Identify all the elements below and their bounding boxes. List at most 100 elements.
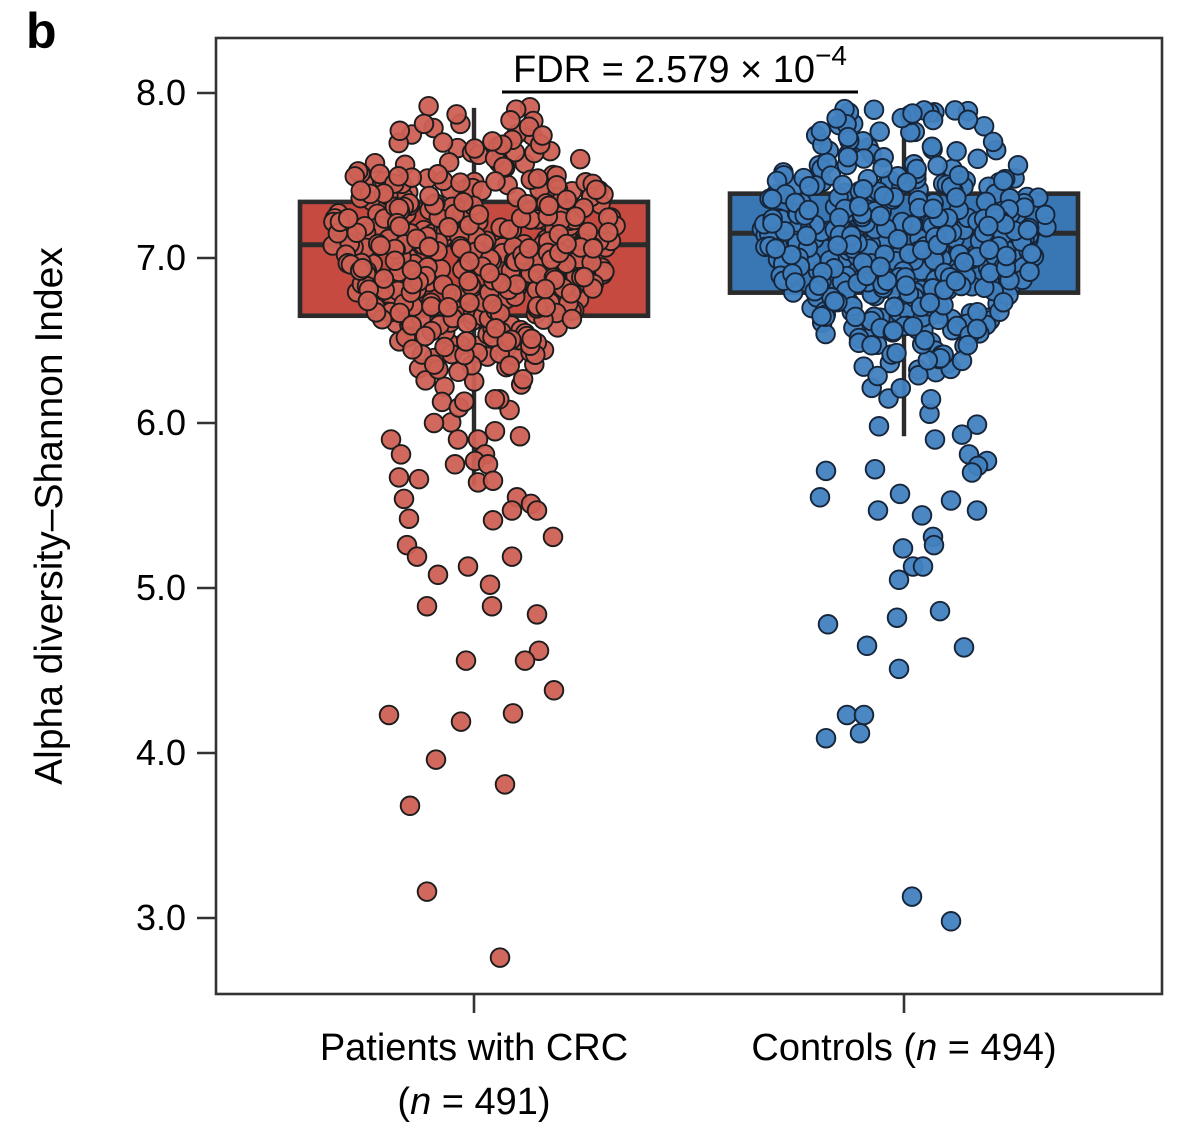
data-point — [352, 257, 373, 279]
y-axis-tick-label: 4.0 — [136, 732, 186, 773]
data-point — [421, 296, 442, 317]
data-point — [434, 336, 455, 358]
data-point — [979, 239, 1000, 260]
data-point — [951, 424, 973, 445]
data-point — [868, 416, 890, 437]
data-point — [845, 306, 866, 328]
data-point — [810, 120, 832, 142]
data-point — [447, 429, 469, 450]
data-point — [996, 245, 1017, 267]
data-point — [914, 329, 935, 351]
y-axis-tick-label: 6.0 — [136, 402, 186, 443]
data-point — [482, 510, 504, 531]
data-point — [827, 235, 848, 256]
data-point — [378, 704, 400, 726]
data-point — [458, 270, 479, 292]
data-point — [546, 175, 567, 196]
data-point — [459, 292, 480, 313]
data-point — [884, 296, 905, 318]
data-point — [889, 483, 911, 505]
data-point — [438, 217, 459, 238]
data-point — [912, 556, 934, 577]
data-point — [911, 505, 933, 526]
data-point — [940, 911, 962, 932]
data-point — [408, 468, 430, 490]
data-point — [484, 388, 506, 410]
data-point — [416, 881, 438, 902]
data-point — [920, 388, 942, 410]
data-point — [856, 635, 878, 657]
data-point — [500, 110, 521, 131]
data-point — [919, 292, 941, 314]
data-point — [389, 216, 410, 237]
data-point — [966, 414, 988, 435]
data-point — [765, 238, 786, 259]
data-point — [993, 170, 1014, 191]
data-point — [892, 538, 914, 559]
data-point — [817, 614, 839, 635]
data-point — [966, 500, 988, 521]
data-point — [390, 444, 412, 465]
data-point — [482, 293, 503, 315]
data-point — [517, 193, 538, 215]
data-point — [901, 886, 923, 907]
data-point — [560, 283, 582, 304]
data-point — [425, 749, 447, 770]
data-point — [453, 191, 474, 213]
data-point — [380, 429, 402, 450]
data-point — [902, 316, 924, 337]
data-point — [873, 185, 895, 207]
data-point — [501, 500, 523, 521]
data-point — [946, 141, 967, 162]
data-point — [556, 189, 577, 210]
data-point — [446, 104, 467, 125]
data-point — [512, 368, 534, 390]
patients-crc-axis-label: Patients with CRC — [320, 1027, 628, 1069]
data-point — [896, 172, 918, 193]
data-point — [957, 109, 979, 131]
data-point — [872, 158, 893, 179]
data-point — [499, 355, 520, 376]
data-point — [457, 556, 479, 577]
data-point — [890, 378, 912, 399]
data-point — [479, 574, 501, 595]
data-point — [798, 176, 820, 197]
data-point — [826, 108, 847, 129]
data-point — [416, 595, 438, 617]
data-point — [464, 138, 485, 159]
data-point — [485, 318, 506, 339]
data-point — [836, 704, 858, 726]
panel-label: b — [26, 3, 57, 59]
data-point — [521, 328, 542, 350]
data-point — [867, 500, 889, 521]
data-point — [582, 238, 604, 259]
data-point — [888, 658, 910, 680]
data-point — [542, 526, 564, 548]
data-point — [815, 323, 836, 345]
data-point — [870, 205, 891, 227]
data-point — [502, 703, 524, 724]
data-point — [895, 275, 917, 296]
data-point — [479, 262, 500, 284]
data-point — [598, 222, 619, 243]
data-point — [526, 500, 548, 521]
data-point — [849, 722, 871, 744]
data-point — [569, 148, 591, 170]
patients-crc-axis-label: (n = 491) — [397, 1081, 550, 1123]
y-axis-tick-label: 8.0 — [136, 72, 186, 113]
data-point — [808, 275, 830, 296]
data-point — [815, 460, 837, 482]
data-point — [867, 365, 888, 387]
data-point — [908, 365, 929, 386]
data-point — [406, 546, 428, 567]
data-point — [940, 490, 962, 511]
data-point — [886, 607, 908, 628]
data-point — [373, 268, 395, 289]
data-point — [1019, 261, 1040, 282]
data-point — [389, 302, 411, 324]
y-axis-tick-label: 3.0 — [136, 897, 186, 938]
y-axis-tick-label: 5.0 — [136, 567, 186, 608]
data-point — [501, 546, 523, 567]
data-point — [966, 318, 988, 340]
